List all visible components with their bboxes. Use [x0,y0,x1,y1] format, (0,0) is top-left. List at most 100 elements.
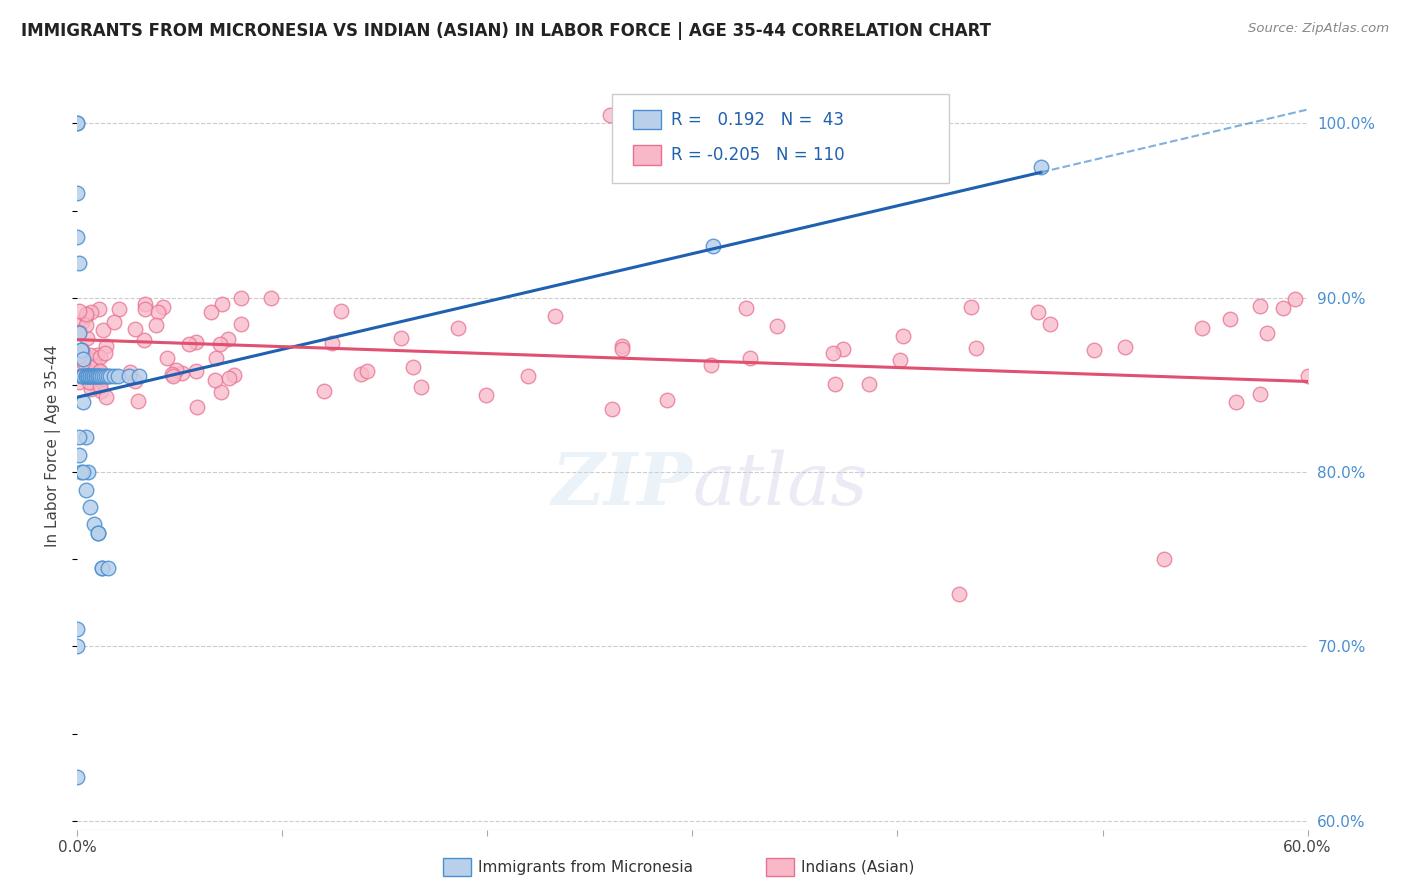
Point [211,297,233,311]
Point [76,369,98,384]
Point [83,517,105,532]
Point [1039,317,1062,331]
Point [67,256,90,270]
Point [75,307,97,321]
Point [103,369,125,384]
Point [67,326,90,340]
Point [69,363,91,377]
Point [516,368,538,383]
Point [79,382,101,396]
Point [1249,299,1271,313]
Point [107,369,129,384]
Point [389,331,412,345]
Point [204,373,226,387]
Point [260,292,283,306]
Text: Source: ZipAtlas.com: Source: ZipAtlas.com [1249,22,1389,36]
Point [1083,343,1105,358]
Point [80,369,103,384]
Point [610,342,633,356]
Point [314,384,336,398]
Point [79,369,101,384]
Point [75,318,97,333]
Point [89,378,111,392]
Point [77,375,100,389]
Point [1272,301,1295,316]
Point [1296,369,1319,384]
Point [90,561,114,575]
Point [72,351,94,366]
Point [1219,311,1241,326]
Point [67,448,90,462]
Text: atlas: atlas [693,449,868,520]
Point [96,390,118,404]
Point [702,238,724,252]
Point [89,301,111,316]
Point [117,369,139,384]
Point [89,350,111,364]
Point [70,465,93,479]
Point [160,367,183,381]
Point [162,369,184,384]
Point [321,335,343,350]
Point [89,369,111,384]
Point [1153,552,1175,566]
Point [72,354,94,368]
Text: Indians (Asian): Indians (Asian) [801,860,915,874]
Point [948,587,970,601]
Point [134,297,156,311]
Point [475,388,498,402]
Point [67,430,90,444]
Point [824,376,846,391]
Point [73,356,96,370]
Point [889,352,911,367]
Point [66,116,89,130]
Point [599,108,621,122]
Point [75,430,97,444]
Point [401,359,423,374]
Point [79,369,101,384]
Point [66,770,89,784]
Point [94,339,117,353]
Point [858,377,880,392]
Point [75,483,97,497]
Point [76,330,98,344]
Point [72,395,94,409]
Point [93,369,115,384]
Point [134,302,156,317]
Point [87,369,110,384]
Point [738,351,761,365]
Point [67,349,90,363]
Text: R =   0.192   N =  43: R = 0.192 N = 43 [671,111,844,128]
Point [965,341,987,355]
Point [205,351,228,366]
Point [107,301,129,316]
Point [124,322,146,336]
Point [89,384,111,398]
Point [84,369,107,384]
Point [70,369,93,384]
Point [75,369,97,384]
Point [79,500,101,514]
Point [330,304,353,318]
Y-axis label: In Labor Force | Age 35-44: In Labor Force | Age 35-44 [45,345,62,547]
Point [83,369,105,384]
Point [222,368,245,383]
Point [94,369,117,384]
Point [124,374,146,388]
Point [145,318,167,333]
Point [356,364,378,378]
Point [90,369,114,384]
Point [75,309,97,323]
Point [97,369,120,384]
Point [70,343,93,357]
Point [409,380,432,394]
Point [80,369,103,384]
Point [84,369,107,384]
Point [89,364,111,378]
Point [86,348,108,362]
Point [1250,387,1272,401]
Point [350,368,373,382]
Point [179,336,201,351]
Point [75,369,97,384]
Point [76,465,98,479]
